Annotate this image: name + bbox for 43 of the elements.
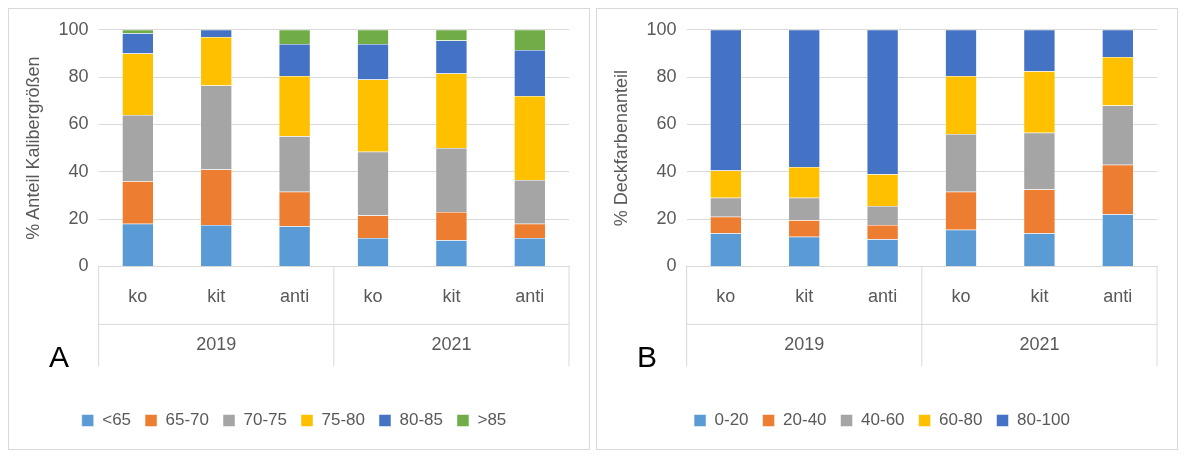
y-tick-label: 20 <box>68 208 89 229</box>
legend-label: 80-85 <box>399 410 443 430</box>
x-tick-label: anti <box>515 286 545 307</box>
y-axis-title: % Anteil Kalibergrößen <box>22 56 43 240</box>
y-tick-label: 0 <box>78 255 89 276</box>
y-tick-label: 100 <box>646 18 677 39</box>
x-tick-label: kit <box>207 286 226 307</box>
y-tick-label: 80 <box>656 66 677 87</box>
legend-label: >85 <box>477 410 507 430</box>
text: 2021 <box>431 334 472 355</box>
y-tick-label: 40 <box>68 160 89 181</box>
y-tick-label: 80 <box>68 66 89 87</box>
y-axis-title: % Deckfarbenanteil <box>610 70 631 227</box>
y-tick-label: 0 <box>666 255 677 276</box>
text: A <box>49 339 70 373</box>
x-tick-label: ko <box>363 286 383 307</box>
x-tick-label: kit <box>442 286 461 307</box>
y-tick-label: 20 <box>656 208 677 229</box>
legend-label: 20-40 <box>783 410 827 430</box>
legend-label: 40-60 <box>861 410 905 430</box>
text: B <box>637 339 658 373</box>
x-tick-label: ko <box>951 286 971 307</box>
x-tick-label: kit <box>1030 286 1049 307</box>
y-tick-label: 60 <box>68 113 89 134</box>
text: 2019 <box>196 334 237 355</box>
text: 2019 <box>784 334 825 355</box>
x-tick-label: anti <box>1103 286 1133 307</box>
y-tick-label: 40 <box>656 160 677 181</box>
y-tick-label: 100 <box>58 18 89 39</box>
x-tick-label: anti <box>280 286 310 307</box>
legend-label: 75-80 <box>321 410 365 430</box>
x-tick-label: ko <box>128 286 148 307</box>
x-tick-label: ko <box>716 286 736 307</box>
legend-label: 65-70 <box>165 410 210 430</box>
x-tick-label: anti <box>868 286 898 307</box>
legend-label: <65 <box>102 410 132 430</box>
legend-label: 70-75 <box>243 410 287 430</box>
text: 2021 <box>1019 334 1060 355</box>
legend-label: 60-80 <box>939 410 983 430</box>
legend-label: 80-100 <box>1017 410 1070 430</box>
x-tick-label: kit <box>795 286 814 307</box>
y-tick-label: 60 <box>656 113 677 134</box>
legend-label: 0-20 <box>714 410 749 430</box>
